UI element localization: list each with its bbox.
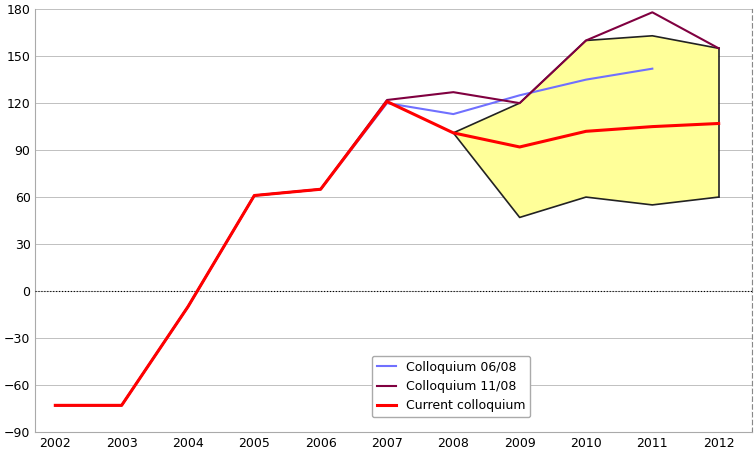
Colloquium 11/08 [51, 403, 60, 408]
Current colloquium [184, 304, 193, 310]
Current colloquium [515, 144, 524, 150]
Current colloquium [581, 128, 590, 134]
Line: Colloquium 06/08: Colloquium 06/08 [55, 69, 652, 405]
Colloquium 11/08 [449, 89, 458, 95]
Current colloquium [51, 403, 60, 408]
Colloquium 06/08 [581, 77, 590, 82]
Colloquium 06/08 [117, 403, 126, 408]
Colloquium 06/08 [449, 111, 458, 117]
Colloquium 11/08 [581, 38, 590, 43]
Current colloquium [449, 130, 458, 136]
Colloquium 06/08 [648, 66, 657, 71]
Colloquium 06/08 [184, 304, 193, 310]
Line: Current colloquium: Current colloquium [55, 102, 719, 405]
Colloquium 06/08 [249, 193, 259, 198]
Colloquium 06/08 [515, 93, 524, 98]
Colloquium 11/08 [249, 193, 259, 198]
Colloquium 06/08 [316, 187, 325, 192]
Colloquium 11/08 [515, 100, 524, 106]
Current colloquium [714, 121, 723, 126]
Colloquium 11/08 [184, 304, 193, 310]
Colloquium 11/08 [648, 10, 657, 15]
Current colloquium [316, 187, 325, 192]
Polygon shape [454, 36, 719, 217]
Colloquium 06/08 [383, 100, 392, 106]
Colloquium 11/08 [117, 403, 126, 408]
Current colloquium [249, 193, 259, 198]
Current colloquium [648, 124, 657, 129]
Colloquium 11/08 [383, 97, 392, 103]
Line: Colloquium 11/08: Colloquium 11/08 [55, 12, 719, 405]
Colloquium 11/08 [316, 187, 325, 192]
Current colloquium [383, 99, 392, 104]
Colloquium 11/08 [714, 45, 723, 51]
Legend: Colloquium 06/08, Colloquium 11/08, Current colloquium: Colloquium 06/08, Colloquium 11/08, Curr… [372, 356, 530, 417]
Colloquium 06/08 [51, 403, 60, 408]
Current colloquium [117, 403, 126, 408]
